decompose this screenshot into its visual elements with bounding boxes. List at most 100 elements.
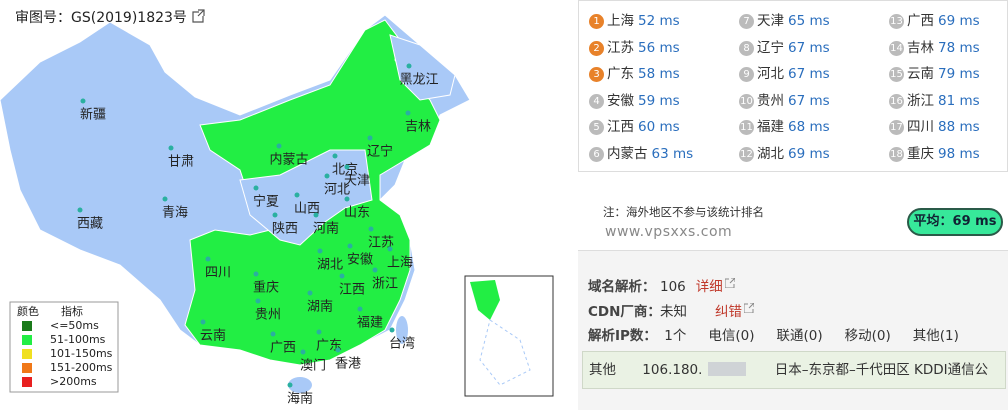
legend-swatch (22, 335, 32, 345)
link[interactable]: 详细 (695, 279, 723, 295)
region-label: 河南 (313, 221, 339, 237)
city-dot (307, 290, 313, 296)
rank-item: 11 福建 68 ms (739, 115, 830, 135)
region-label: 贵州 (255, 308, 281, 323)
dns-panel: 域名解析： 106 详细 CDN厂商：未知 纠错 解析IP数： 1个 电信(0) 联通(0… (578, 250, 1008, 410)
label: 域名解析： (588, 279, 656, 295)
rank-number: 1 (589, 14, 604, 29)
latency: 52 ms (638, 13, 680, 29)
region-label: 江西 (339, 283, 365, 298)
region-label: 北京 (332, 163, 358, 178)
rank-item: 17 四川 88 ms (889, 115, 980, 135)
city-dot (317, 248, 323, 254)
latency: 67 ms (788, 92, 830, 109)
legend-label: >200ms (50, 375, 97, 388)
region-label: 广东 (316, 339, 342, 354)
average-badge: 平均：69 ms (907, 208, 1003, 236)
city-dot (300, 349, 306, 355)
city-dot (347, 243, 353, 249)
city-dot (80, 98, 86, 104)
label: CDN厂商： (588, 304, 661, 320)
latency: 63 ms (651, 145, 694, 162)
link-icon (743, 302, 755, 314)
region-label: 吉林 (405, 120, 431, 135)
link[interactable]: 纠错 (715, 304, 742, 320)
latency: 78 ms (938, 39, 980, 56)
province: 天津 (757, 13, 784, 29)
province: 江西 (607, 119, 634, 135)
latency: 56 ms (638, 39, 680, 56)
rank-item: 7 天津 65 ms (739, 9, 830, 29)
rank-number: 4 (589, 93, 604, 109)
province: 湖北 (757, 145, 784, 162)
rank-number: 12 (739, 146, 754, 162)
ip-count: 电信(0) (708, 328, 755, 344)
rank-item: 1 上海 52 ms (589, 9, 680, 29)
rank-item: 14 吉林 78 ms (889, 36, 980, 56)
region-label: 四川 (205, 266, 231, 281)
city-dot (294, 192, 300, 198)
region-label: 天津 (344, 174, 370, 189)
rank-item: 18 重庆 98 ms (889, 142, 980, 162)
rank-number: 13 (889, 14, 904, 29)
value: 未知 (660, 304, 687, 320)
rank-number: 17 (889, 120, 904, 135)
city-dot (255, 298, 261, 304)
city-dot (270, 331, 276, 337)
city-dot (405, 110, 411, 116)
region-label: 香港 (335, 357, 361, 372)
latency: 59 ms (638, 92, 680, 109)
city-dot (200, 319, 206, 325)
province: 广东 (607, 66, 634, 82)
rank-number: 6 (589, 146, 604, 162)
rank-number: 18 (889, 146, 904, 162)
city-dot (367, 135, 373, 141)
rank-item: 6 内蒙古 63 ms (589, 142, 693, 162)
legend-label: <=50ms (50, 319, 99, 332)
region-label: 黑龙江 (399, 73, 438, 88)
ip-count: 其他(1) (912, 328, 959, 344)
city-dot (316, 329, 322, 335)
province: 四川 (907, 119, 934, 135)
rank-item: 12 湖北 69 ms (739, 142, 830, 162)
province: 重庆 (907, 145, 934, 162)
link-icon (724, 277, 736, 289)
region-label: 安徽 (347, 253, 373, 268)
rank-number: 11 (739, 120, 754, 135)
city-dot (313, 212, 319, 218)
rank-item: 2 江苏 56 ms (589, 36, 680, 56)
region-label: 山东 (344, 206, 370, 221)
latency: 58 ms (638, 66, 680, 82)
province: 安徽 (607, 92, 634, 109)
region-label: 上海 (387, 256, 413, 271)
region-label: 湖北 (317, 258, 343, 273)
region-label: 广西 (270, 341, 296, 356)
region-label: 西藏 (77, 217, 103, 232)
region-label: 甘肃 (168, 155, 194, 170)
legend-swatch (22, 377, 32, 387)
map-blue-region (239, 149, 373, 246)
rank-item: 10 贵州 67 ms (739, 89, 830, 109)
latency: 65 ms (788, 13, 830, 29)
legend-header: 颜色 (17, 304, 39, 318)
latency: 68 ms (788, 119, 830, 135)
city-dot (332, 153, 338, 159)
ip-count: 联通(0) (776, 328, 823, 344)
approval-number: 审图号：GS(2019)1823号 (15, 10, 187, 26)
inset-coast (479, 319, 531, 386)
province: 上海 (607, 13, 634, 29)
city-dot (324, 173, 330, 179)
city-dot (372, 267, 378, 273)
region-label: 山西 (294, 202, 320, 217)
value: 106 (660, 279, 686, 295)
region-label: 陕西 (272, 222, 298, 237)
region-label: 江苏 (368, 235, 394, 251)
province: 内蒙古 (607, 145, 648, 162)
latency: 60 ms (638, 119, 680, 135)
region-label: 澳门 (300, 358, 326, 374)
province: 云南 (907, 66, 934, 82)
rank-item: 13 广西 69 ms (889, 9, 980, 29)
province: 江苏 (607, 39, 634, 56)
